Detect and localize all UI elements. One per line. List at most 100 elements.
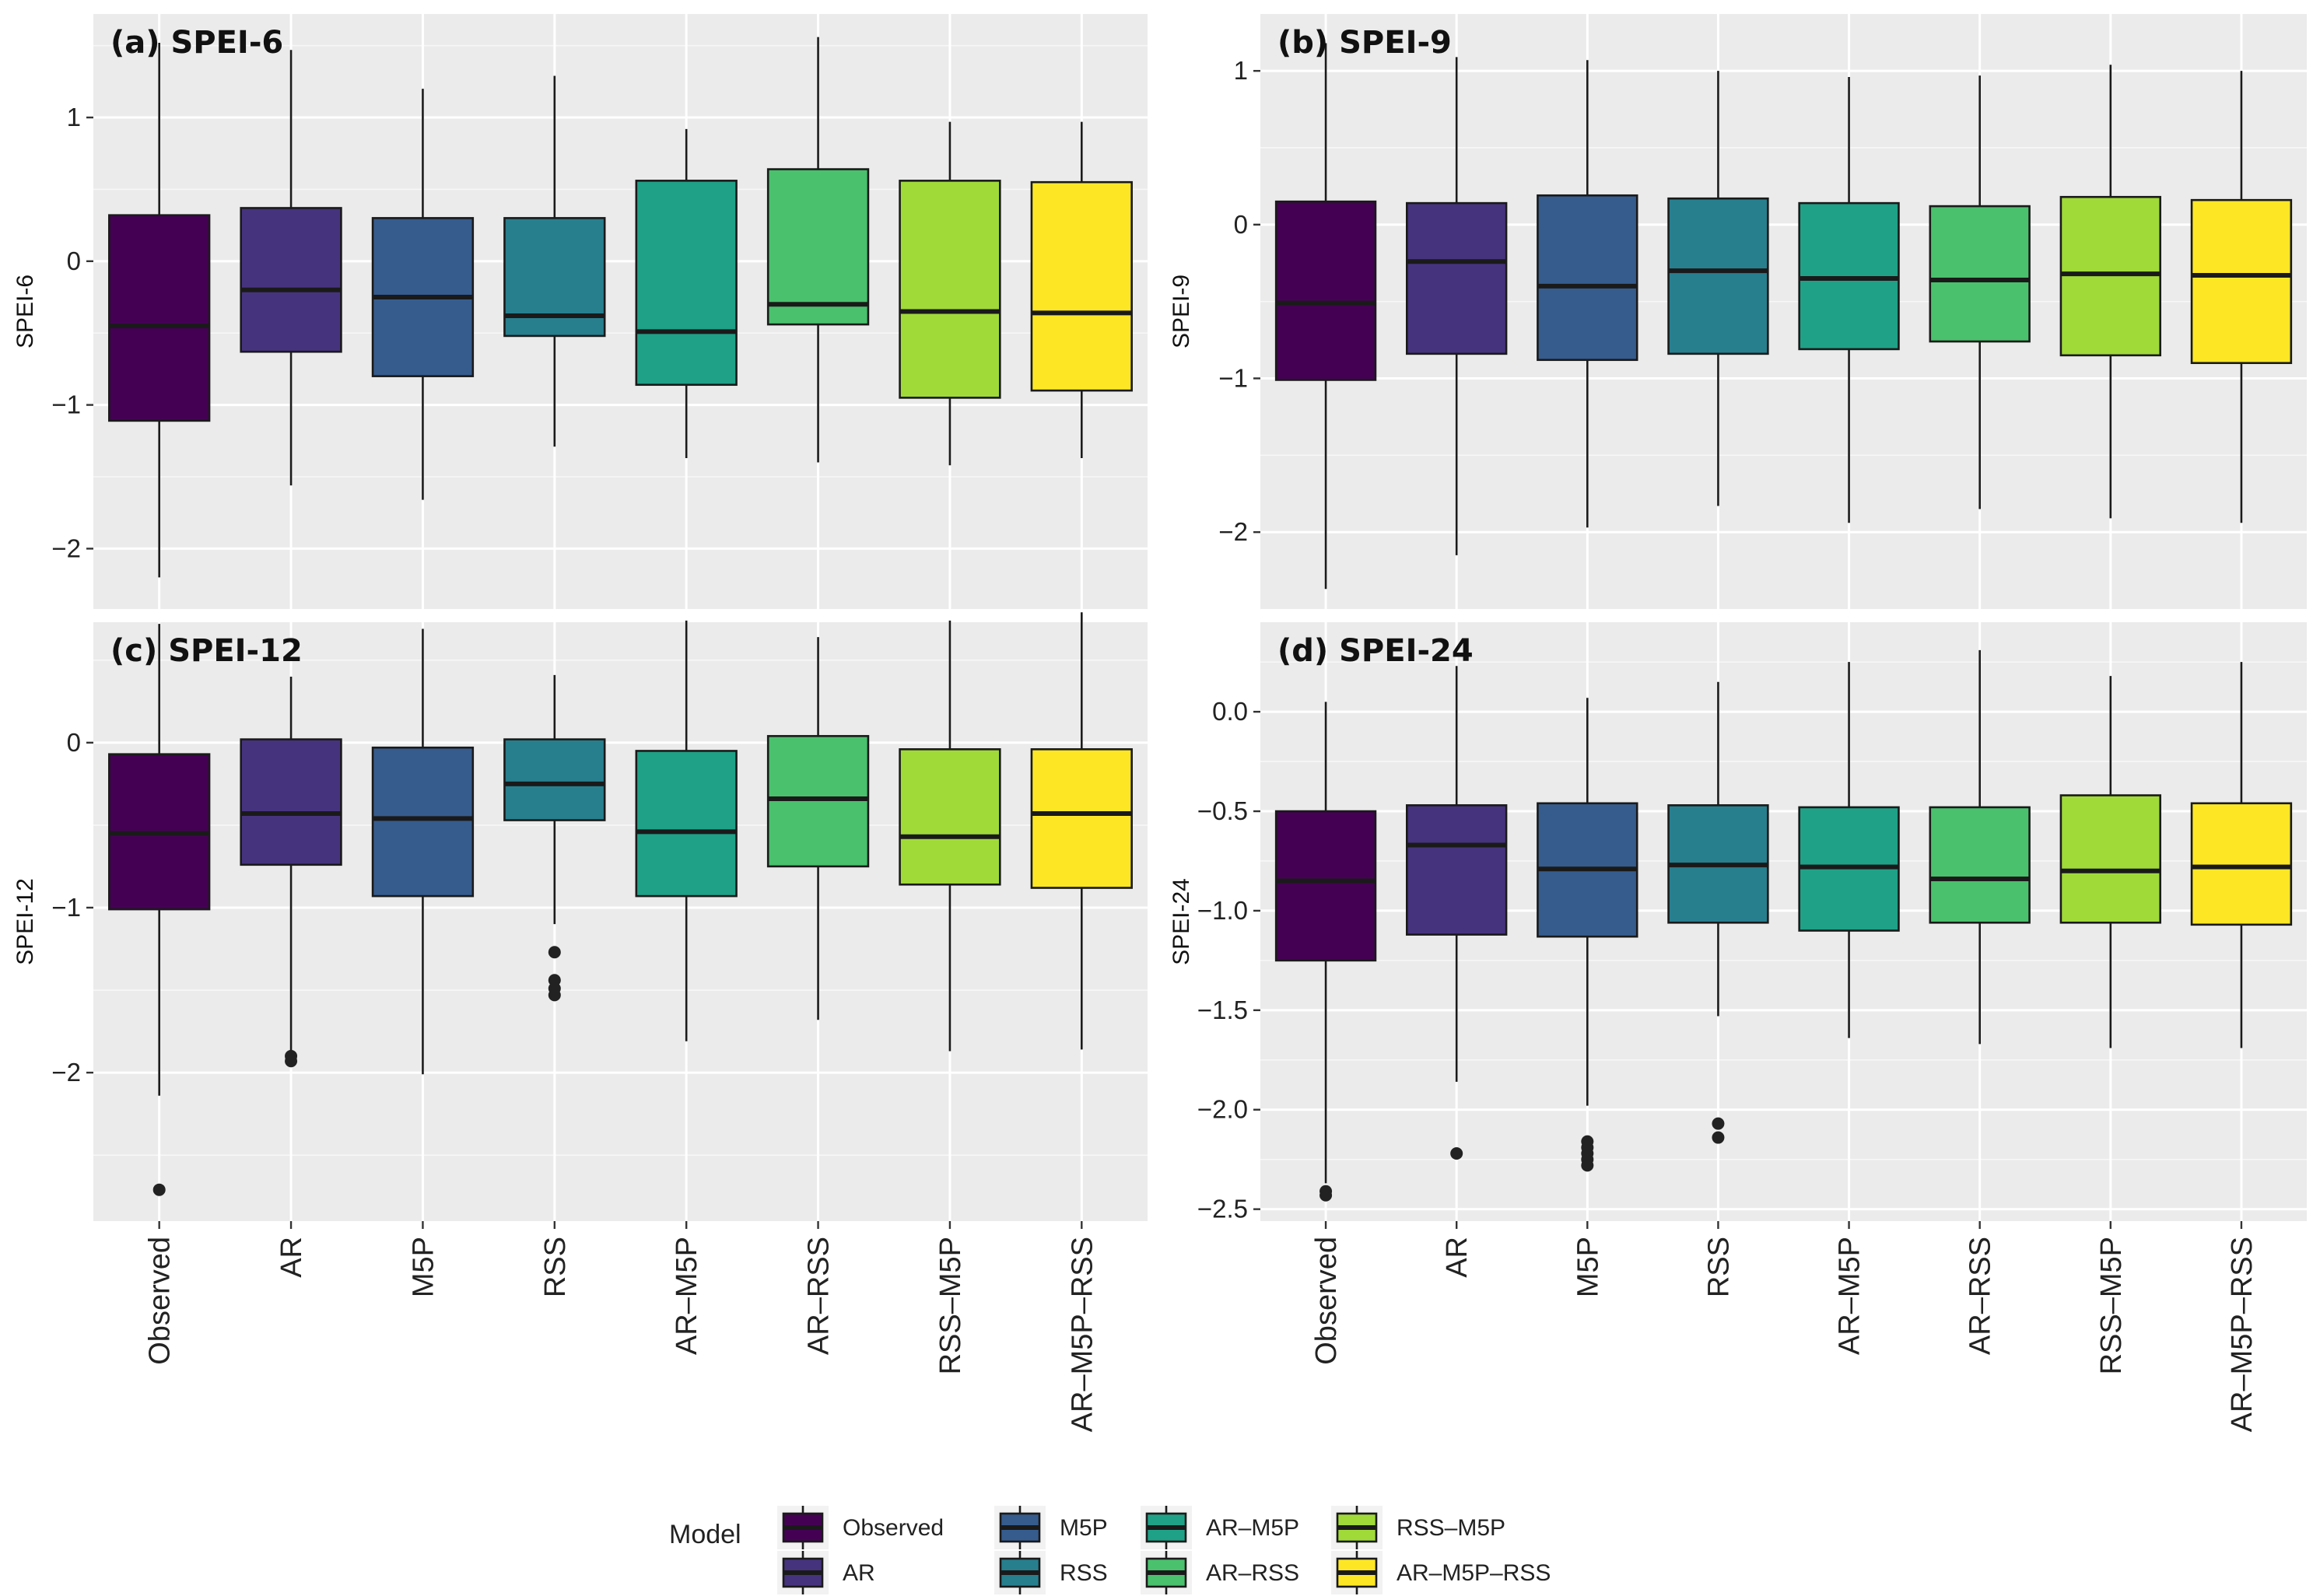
y-tick-label: −2 — [51, 534, 81, 562]
x-tick-label: AR — [275, 1237, 308, 1278]
outlier-point — [285, 1055, 298, 1068]
legend-label: AR–RSS — [1206, 1560, 1299, 1586]
iqr-box — [2059, 794, 2162, 924]
legend-item: AR — [777, 1551, 875, 1594]
legend-label: AR — [843, 1560, 875, 1586]
legend-item: RSS–M5P — [1331, 1506, 1505, 1549]
box-ar — [1406, 57, 1508, 555]
iqr-box — [635, 180, 738, 387]
box-ar — [240, 50, 342, 486]
panel-title: (b) SPEI-9 — [1277, 25, 1452, 61]
box-ar-m5p-rss — [1030, 121, 1133, 458]
box-ar-rss — [766, 37, 870, 463]
x-tick-label: RSS — [1702, 1237, 1735, 1297]
panel-background — [93, 622, 1148, 1221]
x-tick-label: M5P — [407, 1237, 440, 1297]
legend-label: AR–M5P — [1206, 1515, 1299, 1541]
box-m5p — [371, 628, 475, 1075]
iqr-box — [1929, 205, 2031, 343]
y-tick-label: −1 — [51, 893, 81, 922]
iqr-box — [1274, 200, 1377, 381]
x-tick-label: RSS–M5P — [2095, 1237, 2128, 1374]
legend-label: AR–M5P–RSS — [1397, 1560, 1551, 1586]
iqr-box — [371, 746, 475, 898]
iqr-box — [1030, 180, 1133, 392]
iqr-box — [766, 735, 870, 868]
panel-4: 0.0 −0.5 −1.0 −1.5 −2.0 −2.5 (d) SPEI-24 SPEI-2… — [1169, 622, 2307, 1432]
x-tick-label: Observed — [1310, 1237, 1343, 1365]
box-ar-rss — [1929, 75, 2031, 509]
y-tick-label: −1 — [1218, 363, 1248, 392]
legend-item: AR–M5P–RSS — [1331, 1551, 1551, 1594]
box-observed — [1274, 43, 1377, 590]
y-axis-label: SPEI-24 — [1169, 878, 1194, 965]
iqr-box — [1667, 197, 1769, 355]
iqr-box — [1406, 201, 1508, 355]
box-ar-m5p — [1798, 77, 1900, 523]
x-tick-label: AR — [1441, 1237, 1474, 1278]
x-tick-label: AR–M5P–RSS — [1066, 1237, 1099, 1432]
box-rss — [503, 674, 606, 1002]
iqr-box — [1274, 810, 1377, 962]
iqr-box — [240, 738, 342, 866]
outlier-point — [548, 946, 561, 959]
legend-label: Observed — [843, 1515, 944, 1541]
iqr-box — [2190, 802, 2293, 926]
box-observed — [1274, 702, 1377, 1202]
box-rss — [1667, 71, 1769, 506]
y-axis-label: SPEI-12 — [12, 878, 38, 965]
y-tick-label: 0.0 — [1212, 697, 1248, 726]
iqr-box — [899, 748, 1001, 886]
x-tick-label: AR–M5P–RSS — [2226, 1237, 2259, 1432]
x-tick-label: AR–M5P — [671, 1237, 703, 1355]
iqr-box — [1030, 748, 1133, 889]
panel-1: 1 0 −1 −2 (a) SPEI-6 SPEI-6 — [12, 14, 1148, 609]
legend-label: RSS — [1060, 1560, 1108, 1586]
outlier-point — [1319, 1188, 1333, 1202]
outlier-point — [152, 1183, 166, 1196]
y-tick-label: 1 — [1234, 56, 1248, 85]
y-tick-label: −2 — [1218, 517, 1248, 546]
box-rss-m5p — [899, 121, 1001, 466]
legend-label: M5P — [1060, 1515, 1108, 1541]
legend-item: M5P — [994, 1506, 1108, 1549]
box-ar-rss — [1929, 649, 2031, 1045]
outlier-point — [1581, 1159, 1594, 1172]
x-tick-label: RSS — [539, 1237, 572, 1297]
iqr-box — [766, 168, 870, 326]
box-rss — [1667, 681, 1769, 1144]
box-rss-m5p — [899, 620, 1001, 1052]
iqr-box — [899, 180, 1001, 399]
outlier-point — [1450, 1147, 1463, 1160]
y-tick-label: −1 — [51, 390, 81, 419]
box-ar-rss — [766, 637, 870, 1020]
box-ar-m5p-rss — [2190, 662, 2293, 1048]
iqr-box — [240, 207, 342, 353]
panel-title: (d) SPEI-24 — [1277, 633, 1474, 669]
y-tick-label: −2.0 — [1197, 1095, 1248, 1124]
y-axis-label: SPEI-9 — [1169, 275, 1194, 348]
x-tick-label: AR–RSS — [803, 1237, 836, 1355]
y-tick-label: 0 — [1234, 210, 1248, 239]
box-rss-m5p — [2059, 676, 2162, 1048]
x-tick-label: M5P — [1572, 1237, 1604, 1297]
box-rss-m5p — [2059, 65, 2162, 519]
outlier-point — [1712, 1131, 1725, 1144]
iqr-box — [108, 214, 211, 422]
y-tick-label: −1.0 — [1197, 896, 1248, 925]
box-ar — [1406, 666, 1508, 1160]
y-tick-label: 0 — [67, 247, 81, 275]
panel-3: 0 −1 −2 (c) SPEI-12 SPEI-12 Observed AR M5P RSS A… — [12, 612, 1148, 1432]
box-m5p — [1537, 60, 1638, 528]
y-tick-label: −1.5 — [1197, 996, 1248, 1024]
box-ar-m5p-rss — [2190, 71, 2293, 523]
iqr-box — [503, 217, 606, 338]
iqr-box — [1537, 194, 1638, 362]
legend-item: Observed — [777, 1506, 944, 1549]
outlier-point — [548, 989, 561, 1002]
legend-label: RSS–M5P — [1397, 1515, 1505, 1541]
y-tick-label: 1 — [67, 103, 81, 131]
iqr-box — [503, 738, 606, 821]
legend-title: Model — [669, 1520, 741, 1549]
